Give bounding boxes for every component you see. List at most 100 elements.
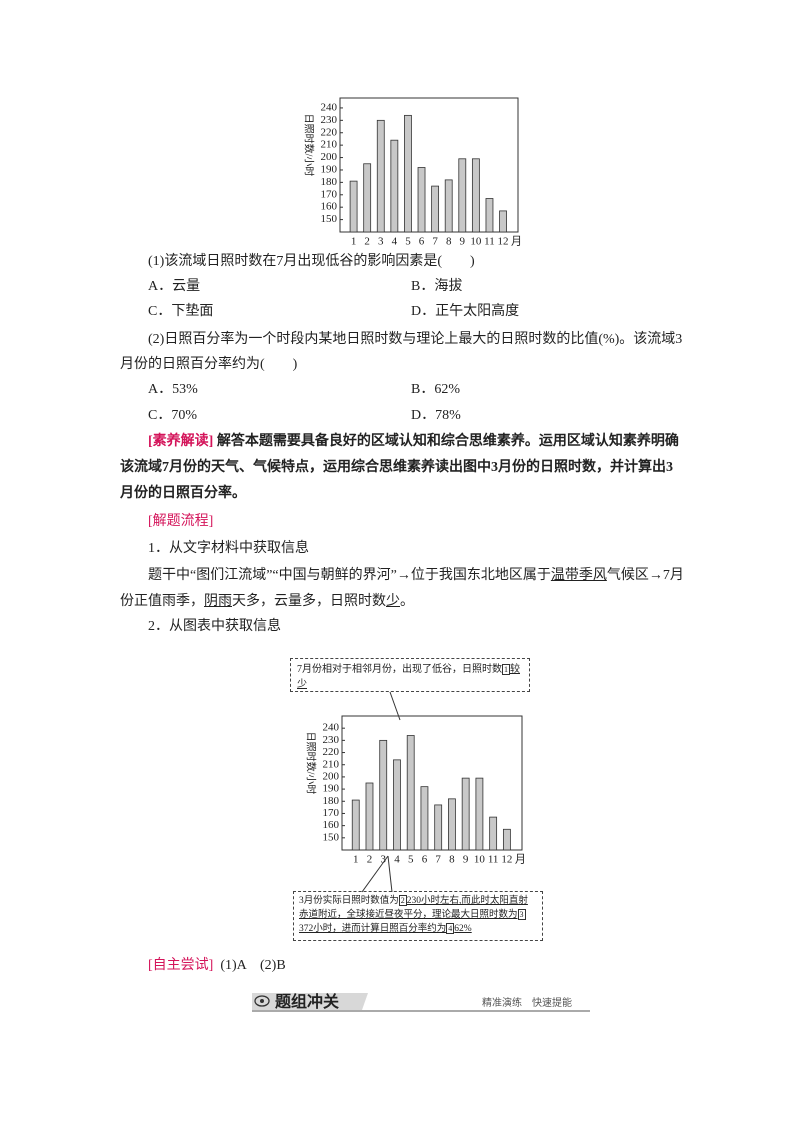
question-stem: (1)该流域日照时数在7月出现低谷的影响因素是( ) bbox=[148, 254, 475, 269]
option: B．62% bbox=[411, 382, 460, 397]
bar bbox=[404, 114, 412, 233]
underlined-text: 阴雨 bbox=[204, 594, 232, 609]
footer-tab bbox=[252, 993, 368, 1010]
x-tick-label: 9 bbox=[463, 854, 469, 866]
x-tick-label: 7 bbox=[432, 236, 438, 248]
x-tick-label: 8 bbox=[449, 854, 455, 866]
circled-number: 1 bbox=[502, 664, 510, 675]
y-tick-label: 170 bbox=[321, 188, 338, 200]
option: D．正午太阳高度 bbox=[411, 304, 520, 319]
text: 7月份相对于相邻月份，出现了低谷，日照时数 bbox=[297, 664, 502, 675]
text: 372小时，进而计算日照百分率约为 bbox=[299, 924, 447, 934]
y-tick-label: 220 bbox=[323, 746, 340, 758]
footer-icon bbox=[260, 999, 264, 1003]
x-tick-label: 1 bbox=[351, 236, 357, 248]
y-tick-label: 150 bbox=[321, 213, 338, 225]
circled-number: 2 bbox=[398, 895, 407, 906]
x-tick-label: 6 bbox=[422, 854, 428, 866]
bar bbox=[393, 759, 401, 851]
bar bbox=[406, 735, 415, 851]
underlined-text: 少 bbox=[386, 594, 400, 609]
bar bbox=[379, 739, 388, 851]
answer: [自主尝试] (1)A (2)B bbox=[148, 957, 286, 975]
footer-title: 题组冲关 bbox=[275, 992, 340, 1011]
x-tick-label: 2 bbox=[364, 236, 370, 248]
bar bbox=[471, 158, 480, 233]
plot-frame bbox=[339, 97, 519, 233]
x-tick-label: 4 bbox=[392, 236, 398, 248]
y-tick-label: 190 bbox=[323, 783, 340, 795]
bar bbox=[485, 198, 494, 233]
bar bbox=[475, 777, 484, 851]
bar bbox=[376, 119, 385, 233]
x-tick-label: 9 bbox=[460, 236, 466, 248]
x-tick-label: 12 bbox=[498, 236, 509, 248]
bar bbox=[461, 777, 470, 851]
analysis-text: 解答本题需要具备良好的区域认知和综合思维素养。运用区域认知素养明确该流域7月份的… bbox=[120, 434, 679, 501]
plot-frame bbox=[341, 715, 523, 851]
bar bbox=[363, 163, 372, 233]
y-tick-label: 230 bbox=[323, 734, 340, 746]
underlined-text: 温带季风 bbox=[550, 568, 607, 583]
answer-text: (1)A (2)B bbox=[220, 958, 286, 973]
bar bbox=[349, 180, 358, 233]
callout: 3月份实际日照时数值为 2 230小时左右,而此时太阳直射赤道附近，全球接近昼夜平分… bbox=[293, 891, 543, 941]
y-tick-label: 170 bbox=[323, 807, 340, 819]
y-tick-label: 180 bbox=[321, 176, 338, 188]
footer-bar bbox=[252, 993, 590, 1012]
x-tick-label: 5 bbox=[408, 854, 414, 866]
step-title: 1．从文字材料中获取信息 bbox=[148, 541, 309, 556]
section-label: [解题流程] bbox=[148, 514, 214, 529]
x-unit: 月 bbox=[511, 236, 522, 248]
y-tick-label: 200 bbox=[321, 151, 338, 163]
x-tick-label: 3 bbox=[378, 236, 384, 248]
bar bbox=[351, 799, 360, 851]
bar bbox=[365, 782, 374, 851]
option: C．70% bbox=[148, 408, 197, 423]
analysis: [素养解读] 解答本题需要具备良好的区域认知和综合思维素养。运用区域认知素养明确… bbox=[120, 429, 685, 507]
callout: 7月份相对于相邻月份，出现了低谷，日照时数 1 较少 bbox=[290, 658, 530, 692]
bar bbox=[458, 158, 467, 233]
circled-number: 4 bbox=[446, 923, 455, 934]
y-tick-label: 150 bbox=[323, 831, 340, 843]
step-title: 2．从图表中获取信息 bbox=[148, 619, 281, 634]
bar bbox=[434, 804, 443, 851]
text: 天多，云量多，日照时数 bbox=[232, 594, 386, 609]
text: 62% bbox=[454, 924, 472, 934]
y-tick-label: 200 bbox=[323, 770, 340, 782]
y-tick-label: 180 bbox=[323, 795, 340, 807]
option: B．海拔 bbox=[411, 279, 463, 294]
y-tick-label: 240 bbox=[321, 101, 338, 113]
option: A．云量 bbox=[148, 279, 201, 294]
text: 3月份实际日照时数值为 bbox=[299, 896, 399, 906]
y-tick-label: 190 bbox=[321, 163, 338, 175]
text: 较少 bbox=[297, 664, 520, 690]
x-tick-label: 11 bbox=[488, 854, 499, 866]
bar bbox=[448, 798, 456, 851]
x-tick-label: 3 bbox=[380, 854, 386, 866]
bar bbox=[417, 167, 426, 233]
bar bbox=[489, 816, 498, 851]
y-tick-label: 210 bbox=[323, 758, 340, 770]
x-tick-label: 10 bbox=[474, 854, 486, 866]
y-tick-label: 210 bbox=[321, 139, 338, 151]
y-tick-label: 240 bbox=[323, 722, 340, 734]
answer-label: [自主尝试] bbox=[148, 958, 214, 973]
x-tick-label: 12 bbox=[501, 854, 512, 866]
bar bbox=[499, 210, 507, 233]
text: 230小时左右,而此时太阳直射赤道附近，全球接近昼夜平分，理论最大日照时数为 bbox=[299, 896, 528, 920]
x-tick-label: 6 bbox=[419, 236, 425, 248]
analysis-label: [素养解读] bbox=[148, 434, 214, 449]
bar bbox=[502, 828, 511, 851]
y-axis-title: 日照时数/小时 bbox=[303, 114, 316, 177]
option: A．53% bbox=[148, 382, 198, 397]
text: 。 bbox=[400, 594, 414, 609]
footer-subtitle: 精准演练 快速提能 bbox=[482, 998, 572, 1009]
circled-number: 3 bbox=[517, 909, 526, 920]
x-tick-label: 1 bbox=[353, 854, 359, 866]
y-axis-title: 日照时数/小时 bbox=[305, 732, 318, 795]
text: 题干中“图们江流域”“中国与朝鲜的界河”→位于我国东北地区属于 bbox=[148, 568, 551, 583]
y-tick-label: 160 bbox=[321, 201, 338, 213]
